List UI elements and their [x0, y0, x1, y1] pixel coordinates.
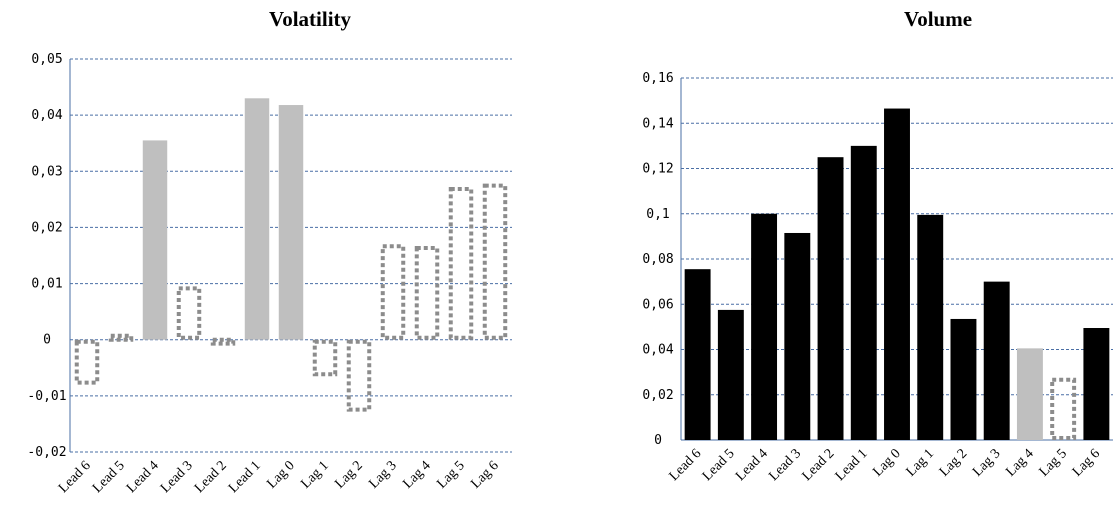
x-tick-label: Lead 1	[833, 446, 871, 484]
x-tick-label: Lag 2	[332, 458, 365, 491]
x-tick-label: Lead 2	[192, 458, 230, 496]
x-tick-label: Lag 1	[904, 446, 937, 479]
bar	[244, 98, 270, 340]
bar	[983, 281, 1010, 440]
bar	[210, 337, 236, 346]
bar	[884, 108, 910, 440]
x-tick-label: Lag 6	[1070, 446, 1103, 479]
bar	[917, 214, 944, 440]
y-tick-label: -0,02	[27, 445, 66, 460]
bar	[346, 339, 372, 412]
x-tick-label: Lead 5	[90, 458, 128, 496]
y-tick-label: 0,02	[642, 388, 673, 403]
volatility-chart: Volatility 0,05 0,04 0,03 0,02 0,01 0 -0,01 -0,…	[27, 7, 512, 496]
y-tick-label: 0,16	[642, 71, 673, 86]
bar	[1050, 377, 1077, 440]
y-tick-label: 0,14	[642, 116, 673, 131]
y-tick-label: 0	[654, 433, 662, 448]
x-tick-label: Lag 5	[434, 458, 467, 491]
x-tick-label: Lag 2	[937, 446, 970, 479]
bar	[74, 339, 100, 385]
volume-title: Volume	[904, 7, 972, 31]
bar	[312, 339, 338, 377]
bar	[108, 333, 134, 342]
x-tick-label: Lead 2	[800, 446, 838, 484]
bar	[414, 245, 440, 340]
y-tick-label: 0,01	[31, 277, 62, 292]
y-tick-label: 0	[43, 333, 51, 348]
x-tick-label: Lead 3	[158, 458, 196, 496]
bar	[717, 309, 744, 440]
x-tick-label: Lead 4	[124, 458, 162, 496]
y-tick-label: 0,06	[642, 297, 673, 312]
bar	[817, 157, 844, 440]
bar	[278, 105, 304, 340]
x-tick-label: Lag 4	[400, 458, 433, 491]
volatility-bars	[74, 98, 508, 412]
y-tick-label: 0,08	[642, 252, 673, 267]
bar	[950, 318, 977, 440]
bar	[482, 183, 508, 340]
x-tick-label: Lag 5	[1037, 446, 1070, 479]
bar	[176, 286, 202, 340]
y-tick-label: 0,03	[31, 164, 62, 179]
bar	[684, 269, 711, 440]
bar	[1083, 328, 1110, 440]
bar	[1016, 348, 1043, 440]
x-tick-label: Lag 4	[1003, 446, 1036, 479]
y-tick-label: 0,04	[31, 108, 62, 123]
x-tick-label: Lead 6	[667, 446, 705, 484]
x-tick-label: Lag 1	[298, 458, 331, 491]
x-tick-label: Lag 6	[468, 458, 501, 491]
volatility-title: Volatility	[269, 7, 352, 31]
y-tick-label: 0,1	[646, 207, 669, 222]
x-tick-label: Lag 3	[366, 458, 399, 491]
x-tick-label: Lead 1	[226, 458, 264, 496]
x-tick-label: Lead 4	[733, 446, 771, 484]
bar	[850, 145, 877, 440]
bar	[784, 232, 811, 440]
y-tick-label: -0,01	[27, 389, 66, 404]
x-tick-label: Lag 0	[264, 458, 297, 491]
y-tick-label: 0,05	[31, 52, 62, 67]
x-tick-label: Lead 5	[700, 446, 738, 484]
bar	[751, 213, 778, 440]
y-tick-label: 0,04	[642, 343, 673, 358]
volatility-y-axis: 0,05 0,04 0,03 0,02 0,01 0 -0,01 -0,02	[27, 52, 66, 460]
x-tick-label: Lag 3	[970, 446, 1003, 479]
y-tick-label: 0,02	[31, 220, 62, 235]
x-tick-label: Lag 0	[870, 446, 903, 479]
x-tick-label: Lead 3	[766, 446, 804, 484]
bar	[142, 140, 168, 340]
volume-bars	[684, 108, 1110, 440]
bar	[448, 187, 474, 340]
y-tick-label: 0,12	[642, 162, 673, 177]
volume-chart: Volume 0,160,140,120,10,080,060,040,020 …	[642, 7, 1113, 484]
volume-y-axis: 0,16 0,14 0,12 0,1 0,08 0,06 0,04 0,02 0	[642, 71, 673, 448]
bar	[380, 244, 406, 340]
x-tick-label: Lead 6	[56, 458, 94, 496]
